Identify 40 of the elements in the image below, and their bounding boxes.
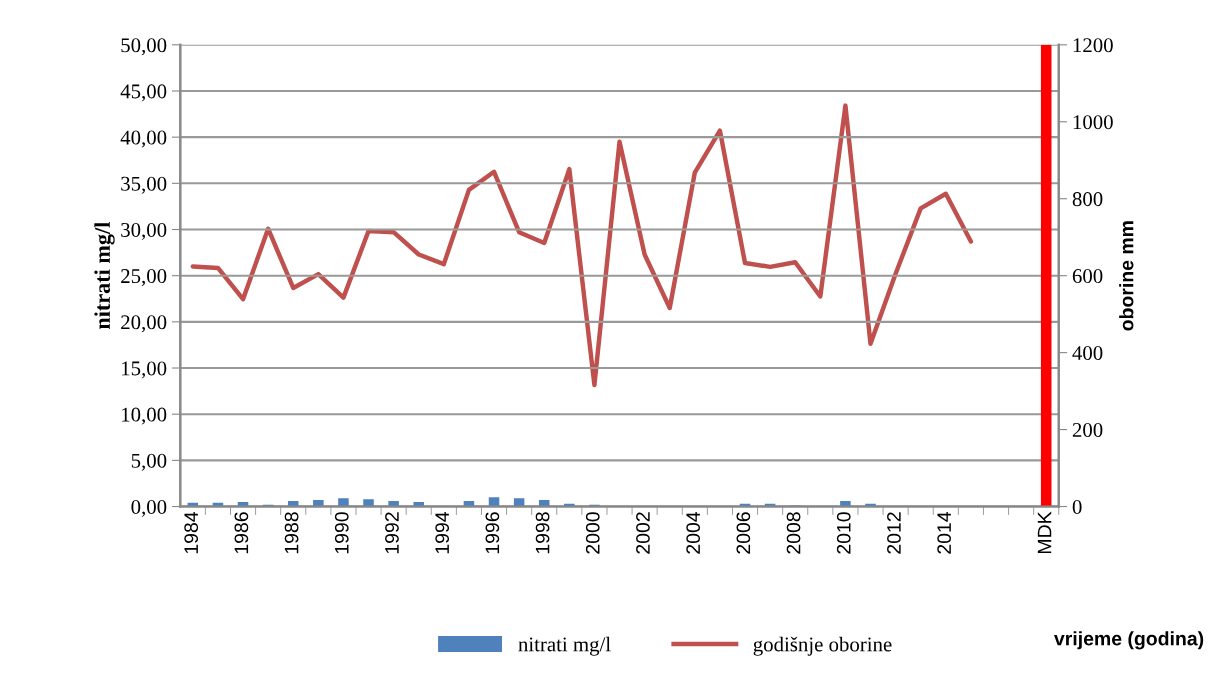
x-tick-label: 2002 bbox=[636, 512, 650, 554]
x-tick-label: 2000 bbox=[585, 512, 600, 554]
legend-label: nitrati mg/l bbox=[518, 636, 611, 656]
x-tick-label: 1986 bbox=[234, 512, 249, 554]
y-tick-label: 25,00 bbox=[121, 269, 167, 287]
x-tick-label: 2004 bbox=[686, 511, 701, 554]
y2-tick-label: 200 bbox=[1072, 422, 1103, 438]
y-tick-label: 45,00 bbox=[120, 84, 167, 102]
x-tick-label: 1998 bbox=[535, 512, 550, 554]
y-tick-label: 5,00 bbox=[131, 453, 167, 471]
legend-label: godišnje oborine bbox=[753, 636, 892, 656]
x-tick-label: 2006 bbox=[736, 512, 751, 554]
y2-tick-label: 800 bbox=[1072, 192, 1103, 207]
x-tick-label: 1988 bbox=[284, 512, 299, 554]
y-tick-label: 10,00 bbox=[122, 407, 167, 425]
x-tick-label: 1984 bbox=[184, 511, 199, 554]
y-axis-title: nitrati mg/l bbox=[94, 222, 115, 330]
y-tick-label: 30,00 bbox=[121, 222, 167, 240]
x-axis-title: vrijeme (godina) bbox=[1054, 631, 1204, 650]
y2-tick-label: 1000 bbox=[1073, 115, 1113, 130]
y2-tick-label: 1200 bbox=[1073, 38, 1113, 53]
x-tick-label: 2008 bbox=[786, 512, 801, 554]
y-tick-label: 40,00 bbox=[120, 130, 167, 148]
x-tick-label: 2010 bbox=[836, 512, 851, 554]
x-tick-label: 1992 bbox=[385, 512, 399, 554]
x-tick-label: 1990 bbox=[334, 512, 349, 554]
x-tick-label: MDK bbox=[1037, 511, 1052, 554]
y2-tick-label: 400 bbox=[1072, 346, 1103, 361]
x-tick-label: 2014 bbox=[937, 511, 952, 554]
y-tick-label: 35,00 bbox=[121, 176, 167, 194]
y2-tick-label: 600 bbox=[1072, 269, 1103, 284]
y2-axis-title: oborine mm bbox=[1119, 221, 1134, 331]
x-tick-label: 1994 bbox=[435, 511, 450, 554]
y2-tick-label: 0 bbox=[1072, 499, 1082, 514]
y-tick-label: 50,00 bbox=[121, 38, 167, 56]
x-tick-label: 2012 bbox=[887, 512, 901, 554]
y-tick-label: 15,00 bbox=[122, 361, 167, 379]
y-tick-label: 0,00 bbox=[131, 499, 167, 517]
y-tick-label: 20,00 bbox=[121, 315, 167, 333]
x-tick-label: 1996 bbox=[485, 512, 500, 554]
